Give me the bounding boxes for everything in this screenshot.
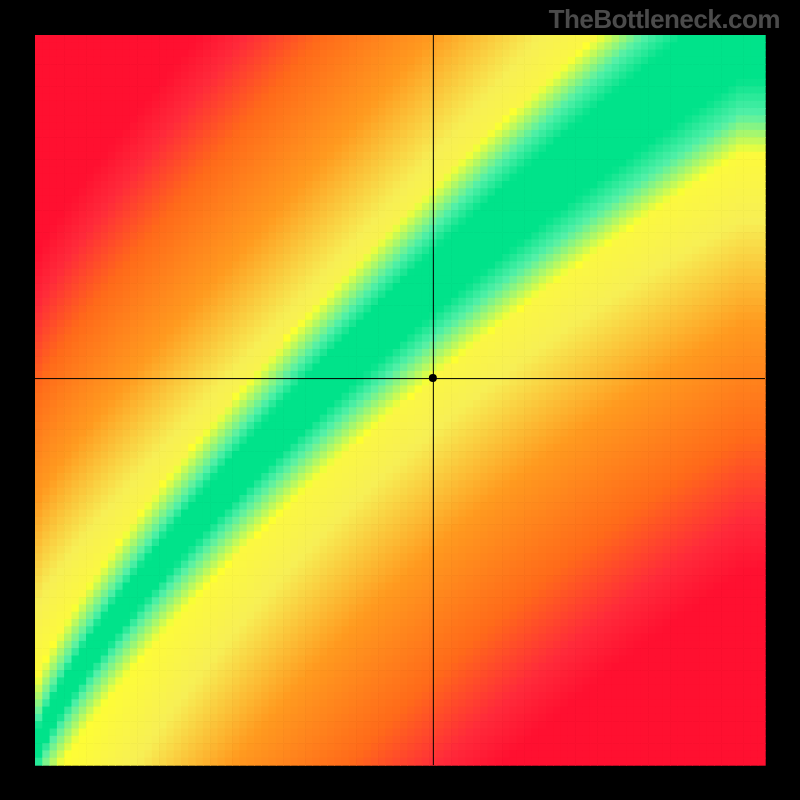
chart-container: TheBottleneck.com (0, 0, 800, 800)
bottleneck-heatmap-canvas (0, 0, 800, 800)
watermark-label: TheBottleneck.com (549, 4, 780, 35)
